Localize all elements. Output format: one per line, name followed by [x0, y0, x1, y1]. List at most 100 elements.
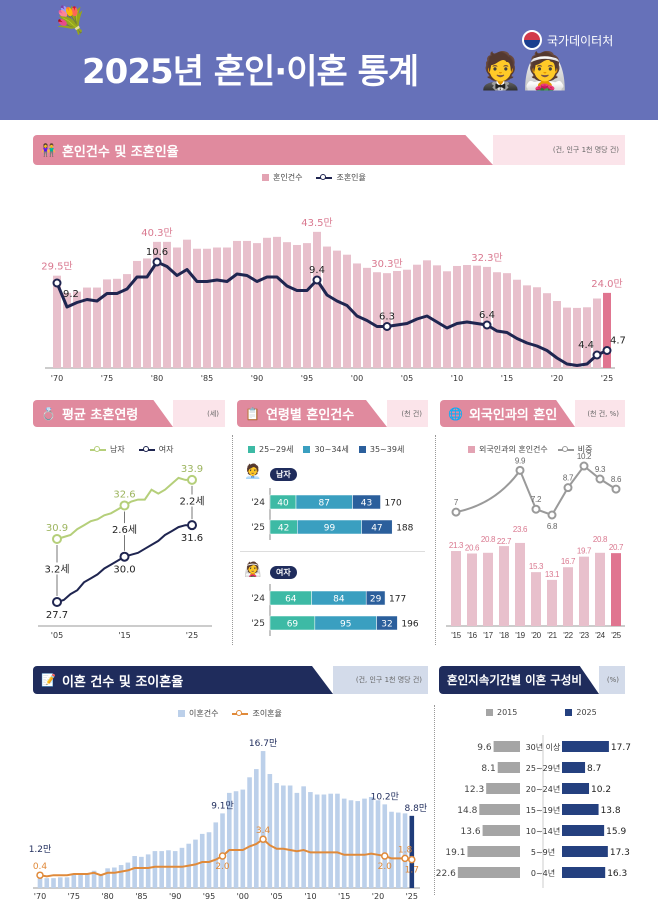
bar-value-label: 15.3	[529, 562, 544, 571]
taeguk-emblem-icon	[522, 30, 542, 50]
bar-2015	[467, 846, 520, 857]
marriage-count-bar	[323, 246, 331, 368]
foreign-count-bar	[515, 542, 525, 626]
x-tick-label: '10	[451, 374, 463, 383]
line-swatch-icon	[90, 445, 106, 452]
marriage-rate-line	[55, 260, 608, 367]
women-label: 여자	[270, 566, 297, 579]
x-tick-label: '20	[551, 374, 563, 383]
age-value-label: 27.7	[46, 610, 68, 621]
marriage-count-bar	[403, 269, 411, 368]
divorce-count-bar	[172, 851, 178, 888]
divorce-count-bar	[260, 751, 266, 888]
segment-value: 43	[361, 499, 372, 509]
share-marker	[547, 510, 557, 520]
value-2015: 13.6	[461, 827, 481, 837]
divorce-count-bar	[186, 843, 192, 888]
gap-label-bg	[106, 523, 143, 536]
age-marker	[119, 500, 130, 511]
divorce-count-bar	[321, 794, 327, 888]
divorce-count-bar	[267, 774, 273, 888]
x-tick-label: '75	[68, 892, 80, 901]
divorce-count-bar	[213, 822, 219, 888]
x-tick-label: '25	[611, 631, 621, 640]
divorce-count-bar	[226, 792, 232, 888]
x-tick-label: '20	[372, 892, 384, 901]
x-tick-label: '10	[304, 892, 316, 901]
count-label: 29.5만	[41, 261, 72, 273]
x-tick-label: '05	[270, 892, 282, 901]
share-marker	[515, 465, 525, 475]
rate-label: 10.6	[146, 247, 168, 258]
share-marker	[563, 483, 573, 493]
marriage-section-header: 👫 혼인건수 및 조혼인율 (건, 인구 1천 명당 건)	[33, 135, 625, 165]
segment-value: 95	[340, 620, 351, 630]
value-2015: 8.1	[481, 764, 495, 774]
agency-name: 국가데이터처	[547, 33, 614, 48]
bar-swatch-icon	[262, 174, 269, 181]
divorce-count-bar	[51, 878, 56, 888]
segment-value: 69	[287, 620, 299, 630]
divorce-count-bar	[91, 870, 97, 888]
count-label: 24.0만	[591, 278, 622, 290]
divorce-count-bar	[112, 867, 117, 888]
divorce-count-bar	[145, 854, 151, 888]
count-label: 9.1만	[211, 800, 234, 811]
duration-category: 10~14년	[526, 826, 560, 836]
marriage-count-bar	[283, 242, 291, 368]
marriage-count-bar	[453, 265, 461, 368]
share-marker	[451, 507, 461, 517]
x-tick-label: '95	[301, 374, 313, 383]
x-tick-label: '16	[467, 631, 477, 640]
stacked-segment	[269, 590, 312, 606]
divorce-count-bar	[118, 865, 124, 888]
rate-marker	[36, 871, 44, 879]
bar-2025	[562, 825, 605, 836]
divorce-count-bar	[389, 811, 394, 888]
divorce-count-bar	[206, 832, 212, 888]
men-age-line	[56, 476, 192, 540]
marriage-count-bar	[603, 292, 611, 368]
duration-category: 20~24년	[526, 784, 560, 794]
line-swatch-icon	[316, 173, 333, 180]
row-year-label: '24	[251, 594, 265, 604]
stacked-segment	[297, 519, 362, 535]
document-icon: 📋	[245, 406, 260, 421]
x-tick-label: '20	[531, 631, 541, 640]
x-tick-label: '15	[501, 374, 513, 383]
rate-marker	[592, 350, 602, 360]
agegroup-legend: 25~29세 30~34세 35~39세	[248, 444, 404, 455]
divorce-count-bar	[409, 815, 415, 888]
x-tick-label: '25	[601, 374, 613, 383]
line-swatch-icon	[138, 445, 155, 452]
divorce-count-bar	[152, 851, 158, 888]
divorce-count-bar	[105, 868, 110, 888]
divorce-rate-line	[39, 837, 412, 878]
marriage-count-bar	[163, 241, 171, 368]
value-2025: 16.3	[607, 869, 627, 879]
divorce-count-bar	[328, 793, 333, 888]
unit-label: (천 건, %)	[575, 400, 625, 427]
marriage-count-bar	[273, 236, 281, 368]
divorce-count-bar	[199, 833, 205, 888]
share-marker	[611, 484, 621, 494]
divorce-count-bar	[382, 804, 388, 888]
age-marker	[119, 551, 130, 562]
marriage-count-bar	[193, 248, 201, 368]
divorce-count-bar	[193, 839, 198, 888]
share-line	[455, 464, 617, 517]
gap-label: 2.2세	[179, 496, 204, 508]
marriage-count-bar	[463, 265, 471, 368]
marriage-count-bar	[233, 240, 241, 368]
value-2025: 13.8	[601, 806, 621, 816]
bar-2025	[562, 867, 606, 878]
marriage-count-bar	[333, 250, 341, 368]
gap-label: 3.2세	[44, 563, 69, 575]
value-2015: 12.3	[464, 785, 484, 795]
marriage-count-bar	[563, 307, 571, 368]
unit-label: (세)	[173, 400, 225, 427]
stacked-segment	[269, 615, 316, 631]
duration-category: 15~19년	[526, 805, 560, 815]
header-banner: 2025년 혼인·이혼 통계 국가데이터처 💐 🤵👰	[0, 0, 658, 120]
stacked-segment	[311, 590, 367, 606]
